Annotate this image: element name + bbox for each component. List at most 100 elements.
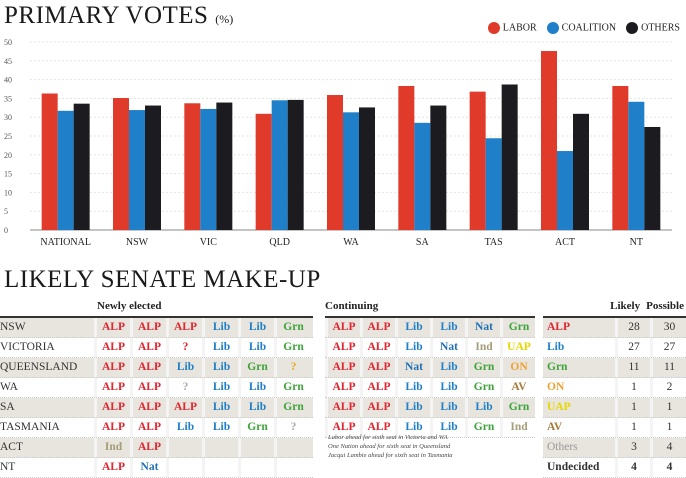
seat-cell: Lib [202, 378, 238, 397]
possible-count: 4 [650, 438, 686, 457]
seat-cell: ALP [325, 398, 360, 417]
x-tick-label: ACT [555, 237, 575, 248]
bar-coalition [343, 112, 359, 230]
bar-coalition [200, 108, 217, 230]
seat-cell: Lib [430, 418, 465, 437]
bar-labor [184, 103, 201, 230]
footnote: Jacqui Lambie ahead for sixth seat in Ta… [328, 452, 453, 459]
table-row: NT ALP Nat [0, 458, 313, 478]
totals-table: Likely Possible ALP 28 30 Lib 27 27 Grn 11 11 ON 1 2… [543, 300, 686, 478]
continuing-header: Continuing [325, 300, 379, 312]
likely-count: 28 [615, 318, 650, 337]
seat-cell: Grn [500, 318, 535, 337]
seat-cell: Lib [202, 418, 238, 437]
table-row: WA ALP ALP? Lib Lib Grn [0, 378, 313, 398]
seat-cell: ALP [325, 318, 360, 337]
bar-coalition [129, 110, 145, 230]
seat-cell: ALP [325, 378, 360, 397]
state-label: VICTORIA [0, 341, 55, 353]
table-row: SA ALP ALP ALP Lib Lib Grn [0, 398, 313, 418]
legend-item-coalition: COALITION [546, 22, 617, 34]
seat-cell [166, 458, 202, 477]
state-label: NSW [0, 321, 26, 333]
newly-elected-header: Newly elected [97, 300, 162, 312]
table-row: ACT Ind ALP [0, 438, 313, 458]
chart-title-unit: (%) [215, 12, 234, 26]
footnotes: Labor ahead for sixth seat in Victoria a… [328, 433, 453, 460]
possible-count: 11 [650, 358, 686, 377]
likely-count: 1 [615, 398, 650, 417]
y-tick-label: 10 [4, 188, 12, 197]
table-row: Lib 27 27 [543, 338, 686, 358]
seat-cell: Lib [202, 398, 238, 417]
table-row: Others 3 4 [543, 438, 686, 458]
legend-label: COALITION [561, 22, 617, 34]
x-tick-label: NSW [126, 237, 149, 248]
likely-count: 3 [615, 438, 650, 457]
bar-labor [327, 95, 343, 231]
x-tick-label: WA [343, 237, 359, 248]
seat-cell: Lib [395, 398, 430, 417]
table-row: AV 1 1 [543, 418, 686, 438]
table-row: TASMANIA ALP ALP Lib Lib Grn? [0, 418, 313, 438]
likely-header: Likely [610, 300, 641, 312]
seat-cell: Grn [238, 418, 274, 437]
seat-cell: Nat [430, 338, 465, 357]
seat-cell: ALP [360, 318, 395, 337]
bar-others [501, 84, 518, 230]
table-row: Grn 11 11 [543, 358, 686, 378]
seat-cell: ON [500, 358, 535, 377]
seat-cell: Lib [395, 378, 430, 397]
seat-cell: Lib [430, 358, 465, 377]
y-tick-label: 50 [4, 38, 12, 47]
likely-count: 1 [615, 418, 650, 437]
state-label: ACT [0, 441, 23, 453]
possible-count: 1 [650, 398, 686, 417]
legend-label: LABOR [502, 22, 537, 34]
likely-count: 1 [615, 378, 650, 397]
seat-cell: ALP [360, 398, 395, 417]
seat-cell: ? [274, 418, 310, 437]
possible-header: Possible [646, 300, 684, 312]
party-label: AV [547, 421, 563, 433]
seat-cell: ALP [130, 418, 166, 437]
bar-coalition [557, 151, 573, 230]
table-row: ALP ALP Lib Lib Grn Ind [325, 418, 535, 438]
seat-cell: Lib [202, 358, 238, 377]
bar-others [145, 105, 161, 230]
party-label: Undecided [547, 461, 600, 473]
state-label: TASMANIA [0, 421, 60, 433]
y-tick-label: 0 [4, 226, 8, 235]
table-row: QUEENSLAND ALP ALP Lib Lib Grn? [0, 358, 313, 378]
seat-cell: Lib [430, 378, 465, 397]
state-label: WA [0, 381, 18, 393]
chart-title: PRIMARY VOTES (%) [4, 2, 233, 30]
seat-cell: Ind [500, 418, 535, 437]
bar-labor [41, 93, 58, 231]
table-row: ALP ALP Lib Lib Lib Grn [325, 398, 535, 418]
bar-others [644, 126, 661, 230]
seat-cell: Lib [395, 318, 430, 337]
seat-cell: ALP [360, 418, 395, 437]
table-row: ON 1 2 [543, 378, 686, 398]
legend-dot-icon [487, 22, 500, 34]
y-tick-label: 40 [4, 76, 12, 85]
party-label: Lib [547, 341, 565, 353]
x-tick-label: TAS [485, 237, 503, 248]
legend-label: OTHERS [641, 22, 680, 34]
seat-cell: Lib [238, 318, 274, 337]
state-label: SA [0, 401, 15, 413]
bar-coalition [628, 101, 645, 230]
legend-item-others: OTHERS [626, 22, 680, 34]
bar-others [216, 102, 233, 230]
party-label: Grn [547, 361, 568, 373]
bar-others [287, 99, 304, 231]
table-row: UAP 1 1 [543, 398, 686, 418]
possible-count: 30 [650, 318, 686, 337]
bar-labor [541, 51, 557, 230]
seat-cell: Lib [166, 358, 202, 377]
bar-coalition [57, 110, 74, 230]
seat-cell: Grn [274, 338, 310, 357]
table-row: NSW ALP ALP ALP Lib Lib Grn [0, 318, 313, 338]
seat-cell: ALP [130, 438, 166, 457]
